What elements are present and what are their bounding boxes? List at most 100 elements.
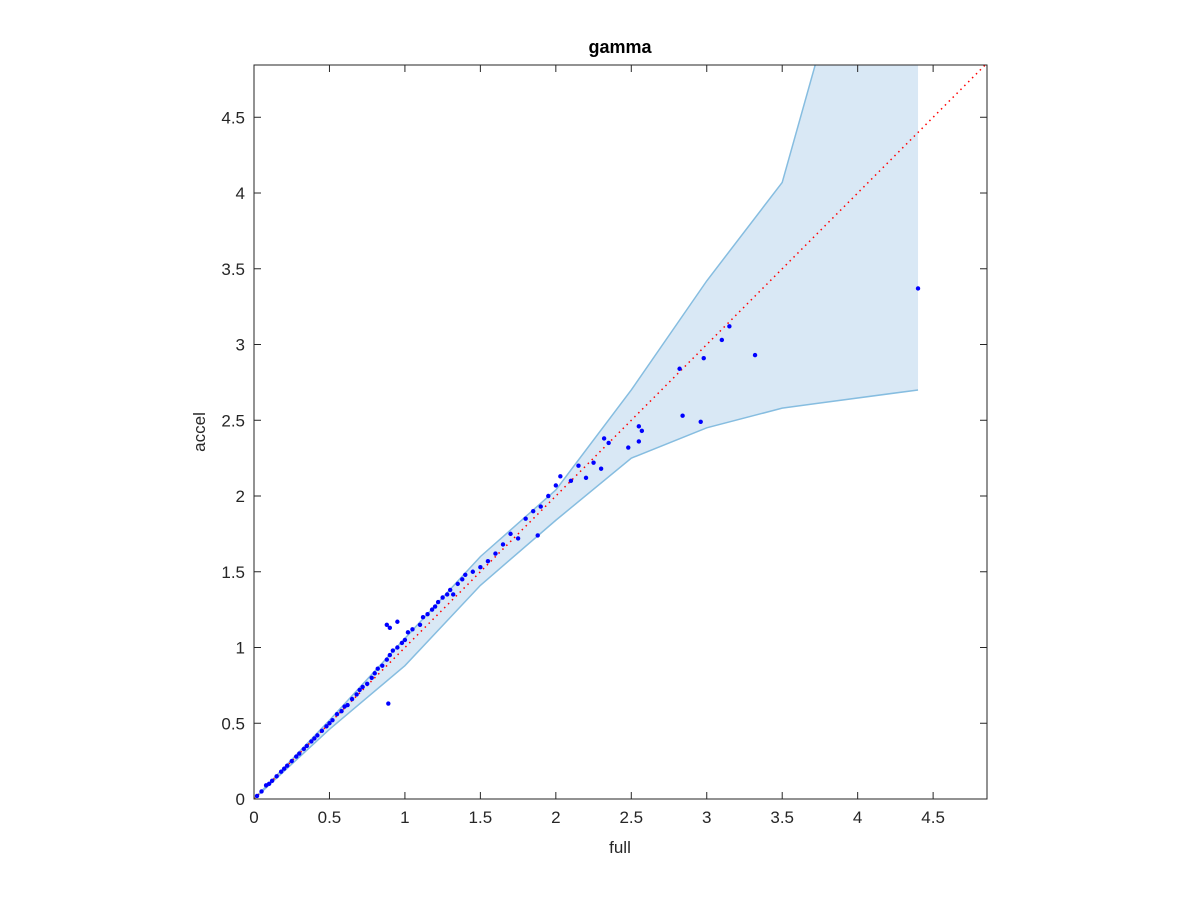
scatter-point [334,711,340,717]
scatter-point [345,702,350,708]
y-tick-label: 2.5 [221,411,245,430]
scatter-point [626,445,631,450]
scatter-point [568,478,574,484]
scatter-point [698,419,703,424]
scatter-point [727,324,732,329]
scatter-point [375,666,380,671]
scatter-point [364,681,370,687]
scatter-point [601,436,607,441]
scatter-point [598,466,604,471]
scatter-point [324,724,329,729]
scatter-point [508,531,513,537]
scatter-point [301,746,307,752]
scatter-point [304,743,310,749]
scatter-point [384,657,390,662]
scatter-point [372,671,377,676]
scatter-point [680,413,685,418]
y-tick-label: 0 [236,790,245,809]
scatter-point [395,619,400,624]
scatter-point [395,645,400,650]
scatter-point [636,424,642,429]
scatter-point [530,508,536,514]
scatter-point [701,355,706,361]
y-tick-label: 1 [236,639,245,658]
x-tick-label: 1.5 [469,808,493,827]
scatter-point [339,708,344,714]
scatter-point [259,789,264,794]
x-tick-label: 0.5 [318,808,342,827]
y-tick-label: 1.5 [221,563,245,582]
y-tick-label: 3.5 [221,260,245,279]
confidence-band [254,65,919,799]
scatter-point [387,625,393,631]
y-axis-label: accel [190,412,209,452]
scatter-point [558,474,563,479]
scatter-point [402,637,408,643]
scatter-point [639,428,645,434]
scatter-point [576,463,581,468]
scatter-point [315,733,320,738]
scatter-point [515,536,521,541]
scatter-point [360,684,365,690]
scatter-point [285,763,290,768]
scatter-point [636,439,642,444]
scatter-point [390,648,396,653]
scatter-point [354,692,359,697]
band-upper-edge [254,65,816,799]
scatter-point [274,774,279,779]
scatter-point [915,286,921,291]
scatter-point [387,652,393,658]
x-tick-label: 4.5 [921,808,945,827]
scatter-point [719,337,725,343]
chart-title: gamma [588,37,652,57]
scatter-point [606,440,611,446]
scatter-point [463,572,468,577]
scatter-point [289,758,294,764]
scatter-point [523,516,528,521]
x-axis-label: full [609,838,631,857]
scatter-point [444,592,450,597]
scatter-point [535,533,540,538]
scatter-point [294,754,299,759]
scatter-point [327,721,332,726]
scatter-point [254,793,260,799]
scatter-point [386,701,391,706]
scatter-point [478,565,483,570]
scatter-point [432,604,438,609]
scatter-point [319,728,325,734]
scatter-point [309,739,314,744]
scatter-point [297,751,302,756]
plot-area [254,65,987,799]
scatter-point [435,599,441,605]
scatter-point [546,493,551,499]
scatter-point [583,475,589,481]
x-tick-label: 4 [853,808,862,827]
scatter-point [281,766,287,771]
scatter-point [451,592,456,597]
axes-box [253,64,988,800]
y-tick-label: 3 [236,336,245,355]
scatter-point [447,587,453,593]
scatter-point [266,781,272,787]
y-tick-label: 4 [236,184,245,203]
scatter-point [500,542,506,547]
scatter-point [410,627,415,632]
x-tick-label: 3 [702,808,711,827]
scatter-point [440,595,445,600]
band-lower-edge [254,389,919,799]
scatter-point [269,778,275,784]
scatter-point [330,718,335,723]
y-tick-label: 4.5 [221,108,245,127]
scatter-point [455,581,460,587]
scatter-point [399,640,405,646]
x-tick-label: 1 [400,808,409,827]
scatter-point [493,551,498,556]
scatter-point [538,504,543,509]
scatter-point [420,615,426,620]
scatter-point [485,558,491,564]
scatter-point [460,577,465,582]
scatter-point [425,611,430,617]
scatter-point [312,736,317,741]
